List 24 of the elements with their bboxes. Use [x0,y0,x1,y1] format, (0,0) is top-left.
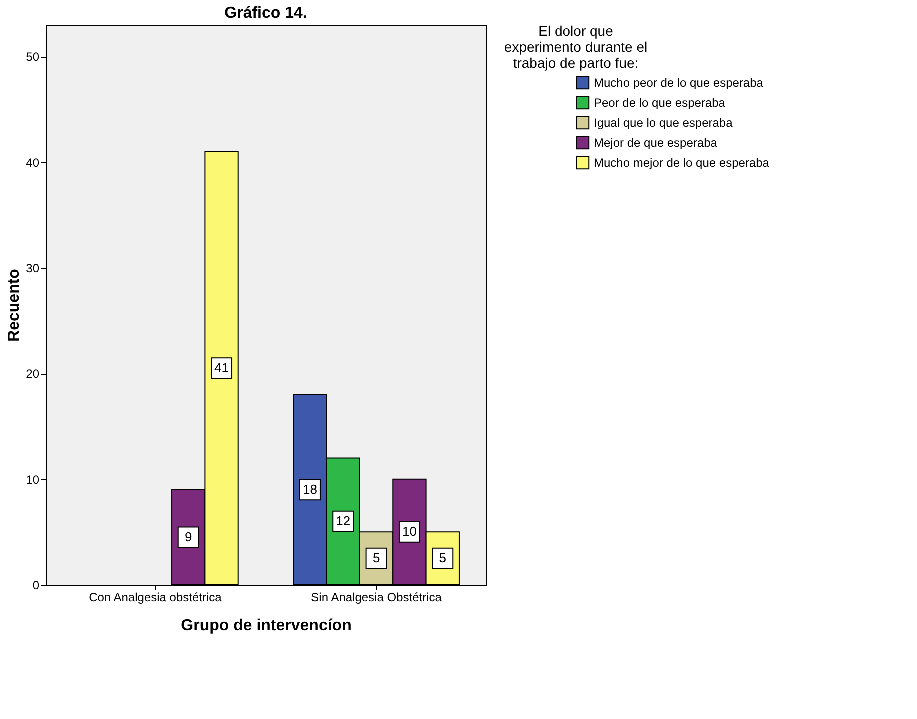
y-tick-label: 40 [26,156,40,170]
data-label: 5 [439,550,446,566]
chart-title: Gráfico 14. [224,5,308,22]
y-tick-label: 10 [26,472,40,487]
data-label: 12 [336,514,351,529]
y-tick-label: 0 [32,578,40,592]
y-tick-label: 30 [26,262,40,276]
legend-label: Mucho mejor de lo que esperaba [594,156,770,170]
y-axis-title: Recuento [6,268,24,342]
data-label: 10 [402,524,417,540]
legend-label: Mucho peor de lo que esperaba [594,76,764,90]
x-axis-title: Grupo de intervencíon [181,618,352,634]
data-label: 18 [302,482,318,497]
legend-label: Igual que lo que esperaba [594,116,734,130]
data-label: 9 [184,529,192,544]
data-label: 5 [372,550,380,566]
y-tick-label: 20 [26,367,40,382]
legend-label: Mejor de que esperaba [594,136,718,150]
x-tick-label: Con Analgesia obstétrica [89,590,222,604]
data-label: 41 [214,360,230,376]
x-tick-label: Sin Analgesia Obstétrica [311,590,442,604]
legend-title: El dolor que experimento durante el trabajo de parto fue: [504,23,648,71]
y-tick-label: 50 [26,50,40,64]
legend-label: Peor de lo que esperaba [594,96,726,110]
